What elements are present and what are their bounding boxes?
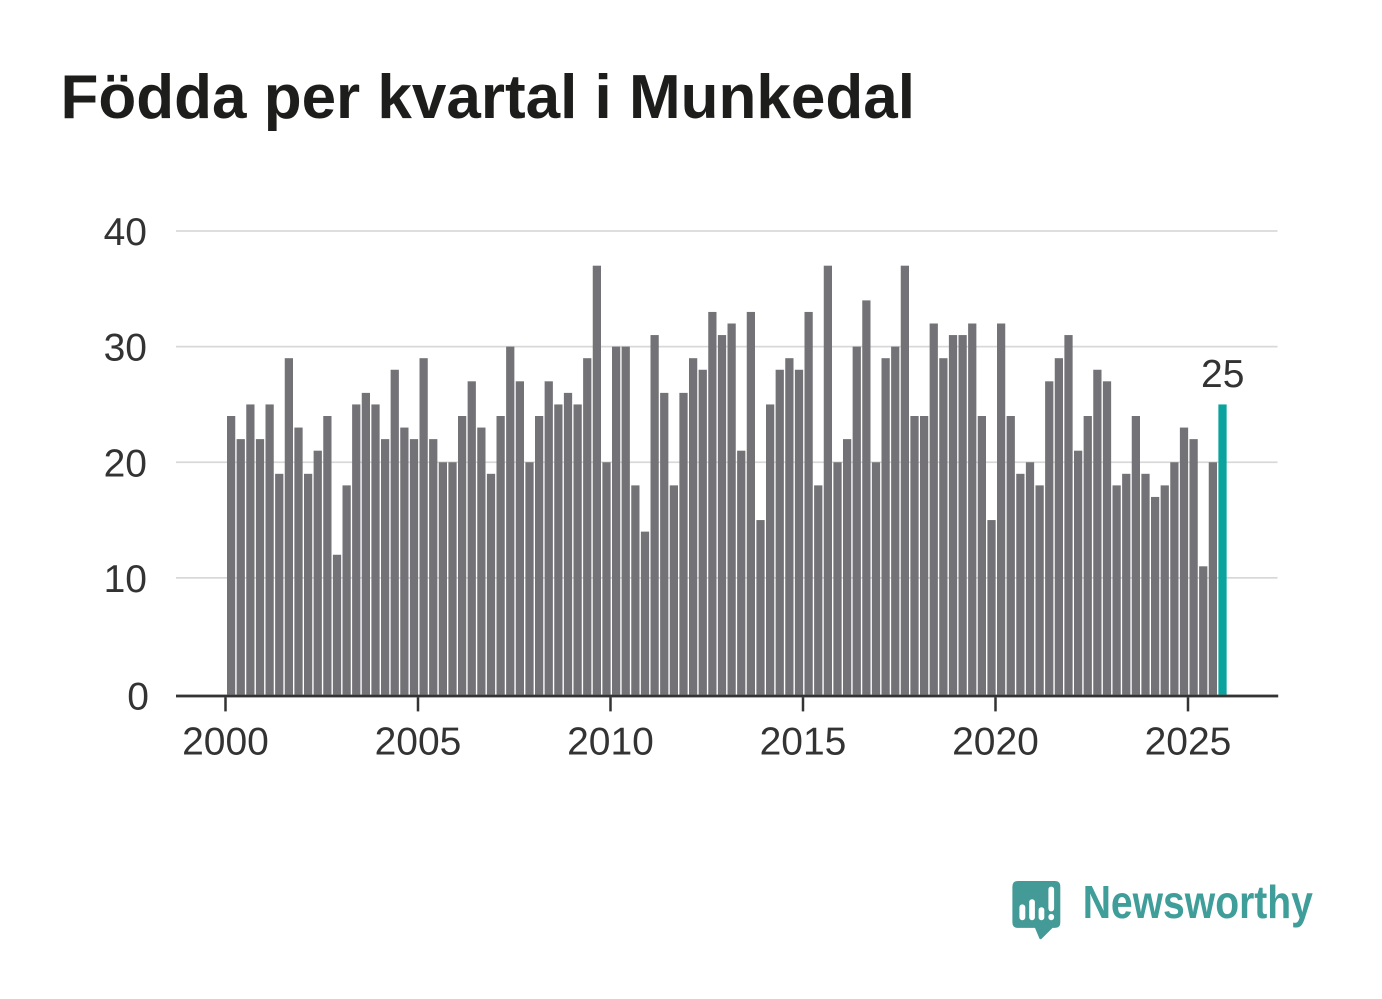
svg-text:0: 0 — [127, 676, 149, 719]
svg-text:20: 20 — [104, 442, 147, 485]
svg-text:2000: 2000 — [182, 721, 269, 764]
svg-text:10: 10 — [104, 558, 147, 601]
svg-text:25: 25 — [1201, 353, 1244, 396]
svg-text:2015: 2015 — [760, 721, 847, 764]
svg-text:30: 30 — [104, 327, 147, 370]
svg-text:Födda per kvartal i Munkedal: Födda per kvartal i Munkedal — [61, 63, 915, 132]
svg-text:2020: 2020 — [952, 721, 1039, 764]
svg-text:2025: 2025 — [1145, 721, 1232, 764]
svg-text:Newsworthy: Newsworthy — [1083, 877, 1313, 929]
svg-text:2010: 2010 — [567, 721, 654, 764]
svg-text:2005: 2005 — [375, 721, 462, 764]
svg-text:40: 40 — [104, 211, 147, 254]
